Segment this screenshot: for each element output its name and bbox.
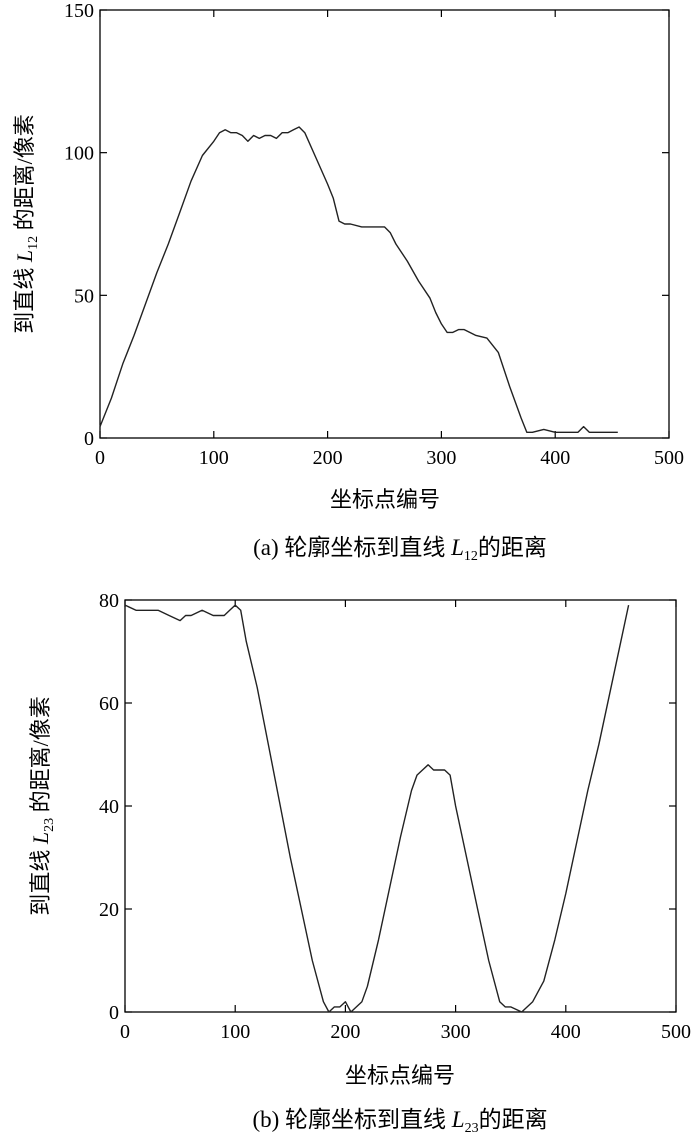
- y-tick-label: 60: [99, 693, 119, 715]
- x-tick-label: 400: [540, 447, 570, 469]
- y-tick-label: 40: [99, 796, 119, 818]
- chart-panel-b: 0 100 200 300 400 500 0 20 40 60 80 坐标点编号 到直线 L23 …: [28, 590, 691, 1136]
- x-tick-label: 0: [120, 1021, 130, 1043]
- panel-caption: (b) 轮廓坐标到直线 L23的距离: [252, 1107, 547, 1136]
- x-tick-label: 500: [661, 1021, 691, 1043]
- y-tick-label: 50: [74, 285, 94, 307]
- y-tick-label: 0: [109, 1002, 119, 1024]
- tick-marks: [99, 9, 670, 439]
- x-tick-label: 0: [95, 447, 105, 469]
- tick-labels: 0 100 200 300 400 500 0 20 40 60 80: [99, 590, 691, 1043]
- x-tick-label: 200: [330, 1021, 360, 1043]
- y-axis-label: 到直线 L12 的距离/像素: [12, 114, 41, 333]
- y-axis-label: 到直线 L23 的距离/像素: [28, 696, 57, 915]
- x-tick-label: 300: [441, 1021, 471, 1043]
- x-tick-label: 100: [199, 447, 229, 469]
- x-tick-label: 300: [426, 447, 456, 469]
- chart-panel-a: 0 100 200 300 400 500 0 50 100 150 坐标点编号 到直线 L12 …: [12, 0, 684, 564]
- x-tick-label: 400: [551, 1021, 581, 1043]
- y-tick-label: 0: [84, 428, 94, 450]
- y-tick-label: 80: [99, 590, 119, 612]
- y-tick-label: 20: [99, 899, 119, 921]
- y-tick-label: 100: [64, 143, 94, 165]
- panel-caption: (a) 轮廓坐标到直线 L12的距离: [253, 535, 547, 564]
- x-axis-label: 坐标点编号: [345, 1063, 455, 1088]
- plot-frame: [99, 9, 670, 439]
- plot-frame: [124, 599, 677, 1013]
- x-axis-label: 坐标点编号: [330, 487, 440, 512]
- series-line: [124, 604, 630, 1013]
- series-line: [99, 126, 618, 433]
- y-tick-label: 150: [64, 0, 94, 22]
- tick-marks: [124, 599, 677, 1013]
- x-tick-label: 200: [313, 447, 343, 469]
- x-tick-label: 100: [220, 1021, 250, 1043]
- x-tick-label: 500: [654, 447, 684, 469]
- tick-labels: 0 100 200 300 400 500 0 50 100 150: [64, 0, 684, 469]
